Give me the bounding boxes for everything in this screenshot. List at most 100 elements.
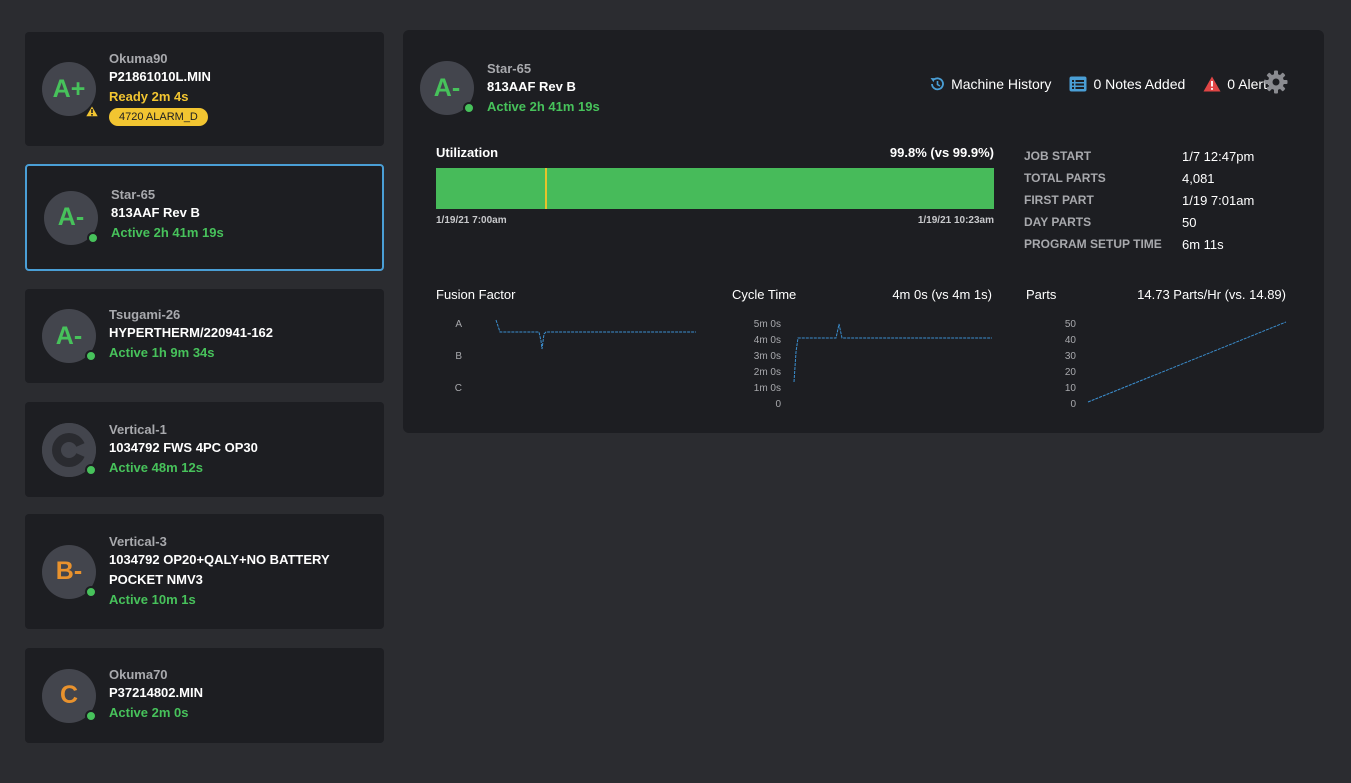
status-dot bbox=[85, 463, 97, 476]
machine-name: Vertical-3 bbox=[109, 534, 167, 549]
cycle-tick: 4m 0s bbox=[754, 335, 781, 346]
alert-icon bbox=[1203, 76, 1221, 92]
grade-label: B- bbox=[55, 557, 83, 585]
machine-status: Active 2h 41m 19s bbox=[111, 225, 224, 240]
machine-program: P37214802.MIN bbox=[109, 685, 203, 700]
machine-name: Vertical-1 bbox=[109, 422, 167, 437]
grade-avatar: C bbox=[42, 668, 97, 723]
grade-avatar: B- bbox=[42, 544, 97, 599]
cycle-tick: 1m 0s bbox=[754, 383, 781, 394]
stat-value: 6m 11s bbox=[1182, 236, 1224, 252]
fusion-factor-chart: A B C bbox=[455, 319, 696, 394]
stat-value: 1/19 7:01am bbox=[1182, 192, 1255, 208]
machine-program: 1034792 FWS 4PC OP30 bbox=[109, 440, 258, 455]
status-dot bbox=[87, 231, 99, 244]
machine-card-tsugami26[interactable]: A- Tsugami-26 HYPERTHERM/220941-162 Acti… bbox=[25, 289, 384, 383]
grade-label: C bbox=[59, 681, 79, 709]
stat-key: FIRST PART bbox=[1024, 193, 1094, 207]
detail-grade-avatar: A- bbox=[420, 61, 475, 115]
grade-avatar: A- bbox=[44, 190, 99, 245]
parts-tick: 20 bbox=[1065, 367, 1077, 378]
grade-avatar: A+ bbox=[42, 62, 100, 118]
machine-card-star65[interactable]: A- Star-65 813AAF Rev B Active 2h 41m 19… bbox=[25, 164, 384, 271]
notes-button[interactable]: 0 Notes Added bbox=[1069, 76, 1185, 92]
cycle-time-value: 4m 0s (vs 4m 1s) bbox=[892, 287, 992, 302]
parts-rate-value: 14.73 Parts/Hr (vs. 14.89) bbox=[1137, 287, 1286, 302]
stat-row: TOTAL PARTS 4,081 bbox=[1024, 167, 1254, 189]
fusion-factor-line bbox=[495, 319, 696, 350]
machine-program: P21861010L.MIN bbox=[109, 69, 211, 84]
stat-value: 50 bbox=[1182, 214, 1197, 230]
grade-label: A- bbox=[55, 321, 83, 350]
stat-row: FIRST PART 1/19 7:01am bbox=[1024, 189, 1254, 211]
utilization-label: Utilization bbox=[436, 145, 499, 160]
stat-key: DAY PARTS bbox=[1024, 215, 1092, 229]
parts-tick: 40 bbox=[1065, 335, 1077, 346]
parts-tick: 50 bbox=[1065, 319, 1077, 330]
status-dot bbox=[85, 709, 97, 722]
machine-card-okuma90[interactable]: A+ Okuma90 P21861010L.MIN Ready 2m 4s 47… bbox=[25, 32, 384, 146]
machine-card-vertical3[interactable]: B- Vertical-3 1034792 OP20+QALY+NO BATTE… bbox=[25, 514, 384, 629]
cycle-tick: 2m 0s bbox=[754, 367, 781, 378]
machine-card-okuma70[interactable]: C Okuma70 P37214802.MIN Active 2m 0s bbox=[25, 648, 384, 743]
machine-status: Ready 2m 4s bbox=[109, 89, 189, 104]
grade-label: A- bbox=[57, 203, 85, 231]
utilization-bar bbox=[436, 168, 994, 209]
utilization-end-time: 1/19/21 10:23am bbox=[917, 215, 994, 226]
warning-icon bbox=[84, 104, 100, 118]
machine-program: HYPERTHERM/220941-162 bbox=[109, 325, 274, 340]
status-dot bbox=[463, 102, 475, 114]
machine-status: Active 2m 0s bbox=[109, 705, 189, 720]
cycle-time-chart: 5m 0s 4m 0s 3m 0s 2m 0s 1m 0s 0 bbox=[754, 319, 992, 410]
cycle-time-title: Cycle Time bbox=[732, 287, 797, 302]
alerts-label: 0 Alerts bbox=[1227, 76, 1274, 92]
grade-avatar bbox=[42, 422, 97, 477]
machine-card-vertical1[interactable]: Vertical-1 1034792 FWS 4PC OP30 Active 4… bbox=[25, 402, 384, 497]
gear-icon[interactable] bbox=[1264, 70, 1288, 94]
parts-chart: 50 40 30 20 10 0 bbox=[1065, 319, 1287, 410]
utilization-marker bbox=[545, 168, 547, 209]
stat-row: PROGRAM SETUP TIME 6m 11s bbox=[1024, 233, 1254, 255]
notes-icon bbox=[1069, 76, 1087, 92]
cycle-tick: 5m 0s bbox=[754, 319, 781, 330]
parts-tick: 30 bbox=[1065, 351, 1077, 362]
cycle-tick: 0 bbox=[775, 399, 781, 410]
machine-history-label: Machine History bbox=[951, 76, 1052, 92]
machine-name: Okuma70 bbox=[109, 667, 168, 682]
grade-label: A+ bbox=[52, 74, 86, 103]
wrench-icon bbox=[42, 422, 96, 477]
stat-row: JOB START 1/7 12:47pm bbox=[1024, 145, 1254, 167]
machine-history-button[interactable]: Machine History bbox=[929, 76, 1051, 92]
machine-name: Star-65 bbox=[111, 187, 156, 202]
fusion-tick: C bbox=[455, 383, 462, 394]
parts-line bbox=[1087, 321, 1287, 403]
detail-program: 813AAF Rev B bbox=[487, 79, 576, 94]
stat-key: PROGRAM SETUP TIME bbox=[1024, 237, 1162, 251]
machine-program-line1: 1034792 OP20+QALY+NO BATTERY bbox=[109, 552, 330, 567]
parts-title: Parts bbox=[1026, 287, 1057, 302]
detail-status: Active 2h 41m 19s bbox=[487, 99, 600, 114]
notes-label: 0 Notes Added bbox=[1093, 76, 1186, 92]
utilization-start-time: 1/19/21 7:00am bbox=[436, 215, 507, 226]
machine-status: Active 1h 9m 34s bbox=[109, 345, 215, 360]
parts-tick: 10 bbox=[1065, 383, 1077, 394]
parts-tick: 0 bbox=[1070, 399, 1076, 410]
detail-machine-name: Star-65 bbox=[487, 61, 532, 76]
alerts-button[interactable]: 0 Alerts bbox=[1203, 76, 1274, 92]
fusion-factor-title: Fusion Factor bbox=[436, 287, 516, 302]
machine-status: Active 48m 12s bbox=[109, 460, 203, 475]
utilization-fill bbox=[436, 168, 993, 209]
machine-program: 813AAF Rev B bbox=[111, 205, 200, 220]
grade-avatar: A- bbox=[42, 309, 97, 363]
status-dot bbox=[85, 585, 97, 598]
cycle-tick: 3m 0s bbox=[754, 351, 781, 362]
stat-key: JOB START bbox=[1024, 149, 1092, 163]
stat-value: 4,081 bbox=[1182, 170, 1215, 186]
history-icon bbox=[930, 77, 944, 91]
fusion-tick: A bbox=[455, 319, 462, 330]
stat-row: DAY PARTS 50 bbox=[1024, 211, 1254, 233]
stat-key: TOTAL PARTS bbox=[1024, 171, 1106, 185]
alarm-badge: 4720 ALARM_D bbox=[109, 108, 208, 126]
stat-value: 1/7 12:47pm bbox=[1182, 148, 1255, 164]
cycle-time-line bbox=[793, 323, 992, 383]
